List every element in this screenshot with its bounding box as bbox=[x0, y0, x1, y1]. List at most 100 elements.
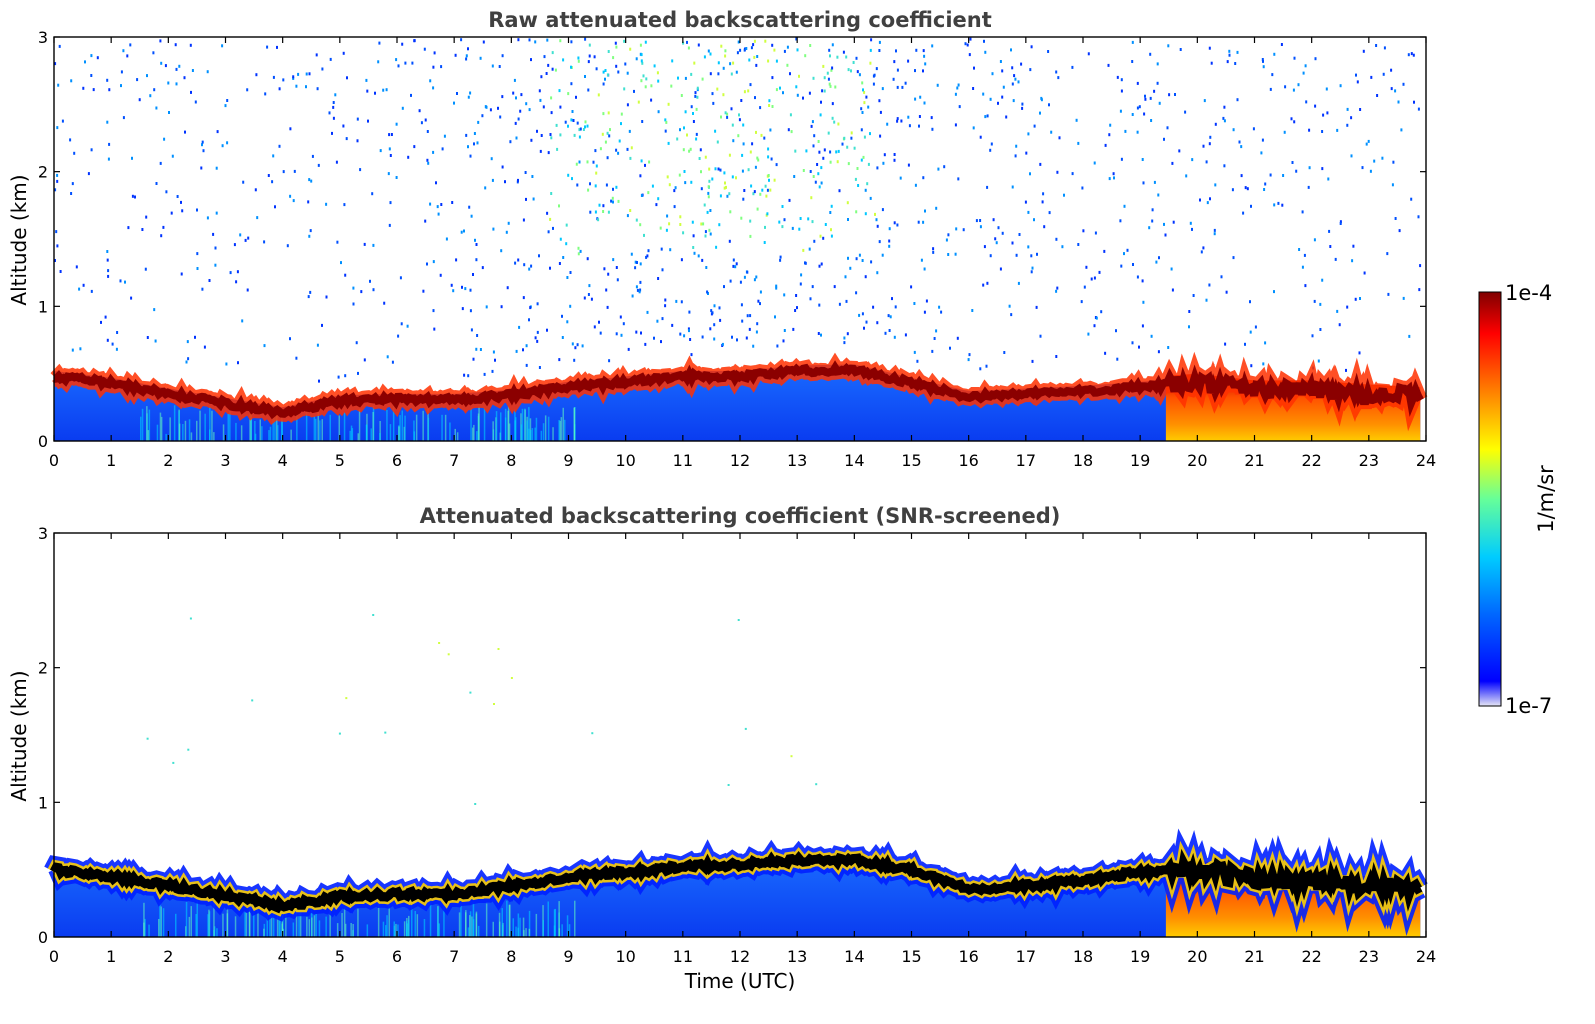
speckle bbox=[753, 278, 756, 282]
speckle bbox=[747, 89, 750, 93]
speckle bbox=[872, 305, 875, 309]
x-tick-label: 2 bbox=[163, 947, 173, 966]
x-tick-label: 17 bbox=[1016, 451, 1036, 470]
speckle bbox=[1209, 197, 1211, 201]
x-tick-label: 20 bbox=[1187, 947, 1207, 966]
speckle bbox=[830, 204, 833, 208]
streak bbox=[393, 925, 396, 937]
speckle bbox=[569, 304, 572, 308]
speckle bbox=[546, 38, 549, 42]
speckle bbox=[517, 258, 520, 262]
speckle bbox=[724, 54, 727, 58]
layer-top-core bbox=[50, 848, 1423, 914]
speckle bbox=[187, 748, 190, 751]
speckle bbox=[1301, 210, 1304, 214]
streak bbox=[392, 406, 395, 441]
speckle bbox=[308, 178, 311, 182]
streak bbox=[443, 900, 445, 937]
speckle bbox=[1098, 270, 1101, 274]
speckle bbox=[1001, 69, 1004, 73]
speckle bbox=[715, 245, 718, 249]
x-tick-label: 17 bbox=[1016, 947, 1036, 966]
streak bbox=[388, 904, 390, 937]
speckle bbox=[515, 136, 518, 140]
speckle bbox=[472, 357, 475, 361]
speckle bbox=[718, 223, 721, 227]
speckle bbox=[707, 191, 710, 195]
speckle bbox=[214, 263, 217, 267]
speckle bbox=[704, 155, 707, 159]
speckle bbox=[612, 56, 615, 60]
speckle bbox=[883, 153, 886, 157]
speckle bbox=[1024, 200, 1027, 204]
speckle bbox=[724, 111, 727, 115]
streak bbox=[306, 916, 308, 937]
x-tick-label: 9 bbox=[563, 451, 573, 470]
speckle bbox=[1188, 325, 1190, 329]
speckle bbox=[750, 46, 753, 50]
speckle bbox=[904, 333, 907, 337]
speckle bbox=[734, 265, 737, 269]
speckle bbox=[100, 320, 102, 324]
speckle bbox=[720, 115, 722, 119]
speckle bbox=[640, 194, 643, 197]
speckle bbox=[1208, 46, 1211, 50]
streak bbox=[211, 410, 213, 441]
speckle bbox=[356, 117, 359, 121]
speckle bbox=[617, 151, 620, 155]
speckle bbox=[810, 196, 813, 200]
speckle bbox=[178, 64, 181, 68]
speckle bbox=[664, 298, 667, 302]
speckle bbox=[1087, 332, 1090, 336]
speckle bbox=[540, 75, 543, 79]
speckle bbox=[713, 323, 716, 327]
speckle bbox=[634, 266, 637, 270]
speckle bbox=[1402, 296, 1405, 300]
speckle bbox=[783, 329, 786, 332]
streak bbox=[158, 919, 160, 937]
speckle bbox=[307, 295, 310, 299]
speckle bbox=[1191, 227, 1193, 231]
speckle bbox=[858, 253, 861, 257]
streak bbox=[143, 902, 145, 937]
speckle bbox=[720, 44, 723, 48]
speckle bbox=[864, 275, 867, 279]
speckle bbox=[590, 297, 593, 301]
speckle bbox=[864, 188, 867, 192]
speckle bbox=[608, 134, 611, 138]
speckle bbox=[813, 239, 816, 243]
streak bbox=[395, 923, 397, 937]
speckle bbox=[397, 334, 400, 338]
speckle bbox=[756, 55, 759, 58]
speckle bbox=[650, 84, 653, 88]
speckle bbox=[565, 242, 568, 246]
streak bbox=[529, 430, 532, 441]
speckle bbox=[727, 784, 730, 786]
speckle bbox=[1017, 80, 1020, 84]
speckle bbox=[966, 43, 969, 47]
streak bbox=[370, 428, 372, 441]
speckle bbox=[575, 162, 578, 166]
speckle bbox=[866, 182, 869, 186]
speckle bbox=[1002, 85, 1005, 89]
speckle bbox=[578, 135, 581, 139]
speckle bbox=[869, 196, 872, 200]
speckle bbox=[1225, 290, 1228, 294]
speckle bbox=[740, 99, 743, 102]
speckle bbox=[1090, 277, 1093, 281]
speckle bbox=[588, 284, 591, 288]
surface-streaks bbox=[140, 405, 576, 441]
speckle bbox=[659, 226, 662, 230]
speckle bbox=[1071, 65, 1074, 69]
speckle bbox=[455, 258, 458, 262]
speckle bbox=[1100, 310, 1103, 314]
speckle bbox=[1001, 95, 1004, 99]
speckle bbox=[896, 223, 899, 227]
speckle bbox=[587, 60, 590, 64]
speckle bbox=[1138, 105, 1141, 109]
streak bbox=[329, 414, 331, 441]
speckle bbox=[736, 51, 739, 55]
speckle bbox=[696, 86, 699, 90]
speckle bbox=[507, 221, 510, 225]
speckle bbox=[1156, 62, 1159, 66]
